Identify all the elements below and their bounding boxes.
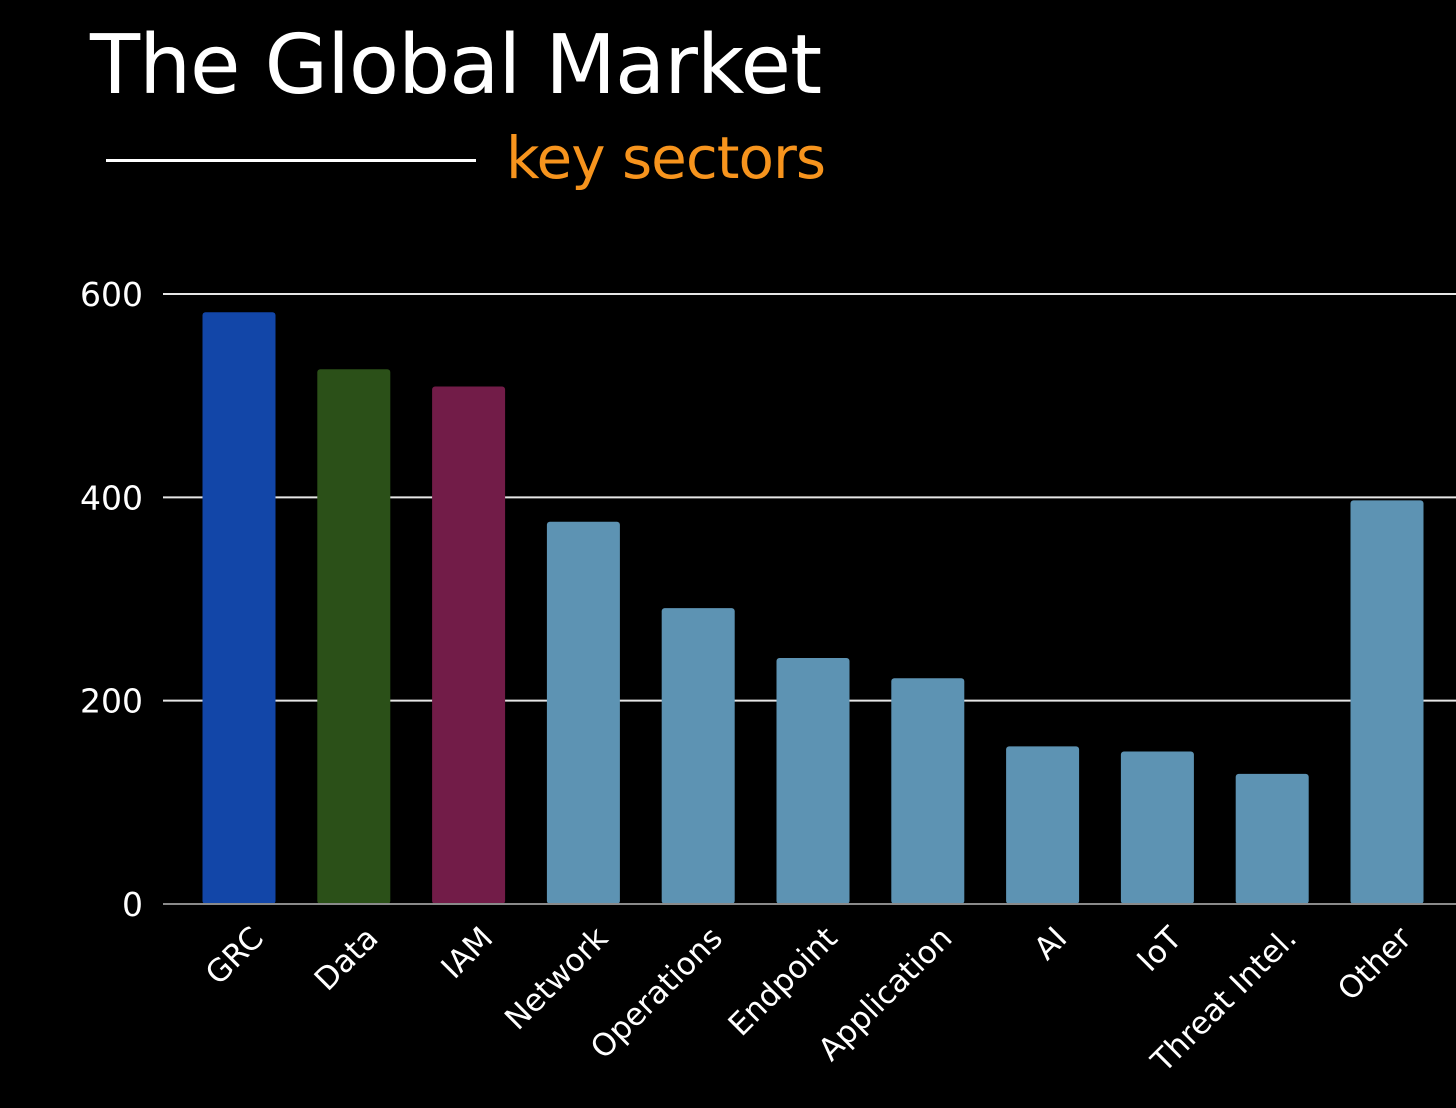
bar-data — [317, 369, 391, 904]
y-tick-label: 600 — [80, 275, 143, 314]
bar-iam — [432, 386, 506, 904]
y-tick-label: 400 — [80, 478, 143, 517]
bar-application — [891, 678, 965, 904]
x-tick-label-other: Other — [1331, 920, 1419, 1008]
y-tick-label: 200 — [80, 682, 143, 721]
bar-other — [1350, 500, 1424, 904]
bar-ai — [1006, 746, 1080, 904]
bar-threat-intel — [1235, 773, 1309, 904]
bar-endpoint — [776, 657, 850, 904]
bar-operations — [661, 608, 735, 904]
subtitle-divider — [106, 159, 476, 162]
x-tick-label-network: Network — [498, 920, 615, 1037]
x-axis-tick-labels: GRC Data IAMNetworkOperationsEndpointAppli… — [199, 919, 1419, 1080]
bars — [202, 312, 1424, 904]
x-tick-label-endpoint: Endpoint — [722, 920, 845, 1043]
bar-iot — [1120, 751, 1194, 904]
x-tick-label-grc: GRC — [199, 920, 271, 992]
x-tick-label-data: Data — [308, 920, 386, 998]
x-tick-label-iam: IAM — [434, 920, 500, 986]
y-tick-label: 0 — [122, 885, 143, 924]
x-tick-label-ai: AI — [1027, 920, 1074, 967]
chart-title: The Global Market — [90, 18, 822, 113]
y-axis-tick-labels: 0 200 400 600 — [80, 275, 143, 924]
x-tick-label-iot: IoT — [1130, 919, 1189, 978]
bar-grc — [202, 312, 276, 904]
chart-subtitle: key sectors — [506, 124, 826, 192]
bar-network — [546, 521, 620, 904]
